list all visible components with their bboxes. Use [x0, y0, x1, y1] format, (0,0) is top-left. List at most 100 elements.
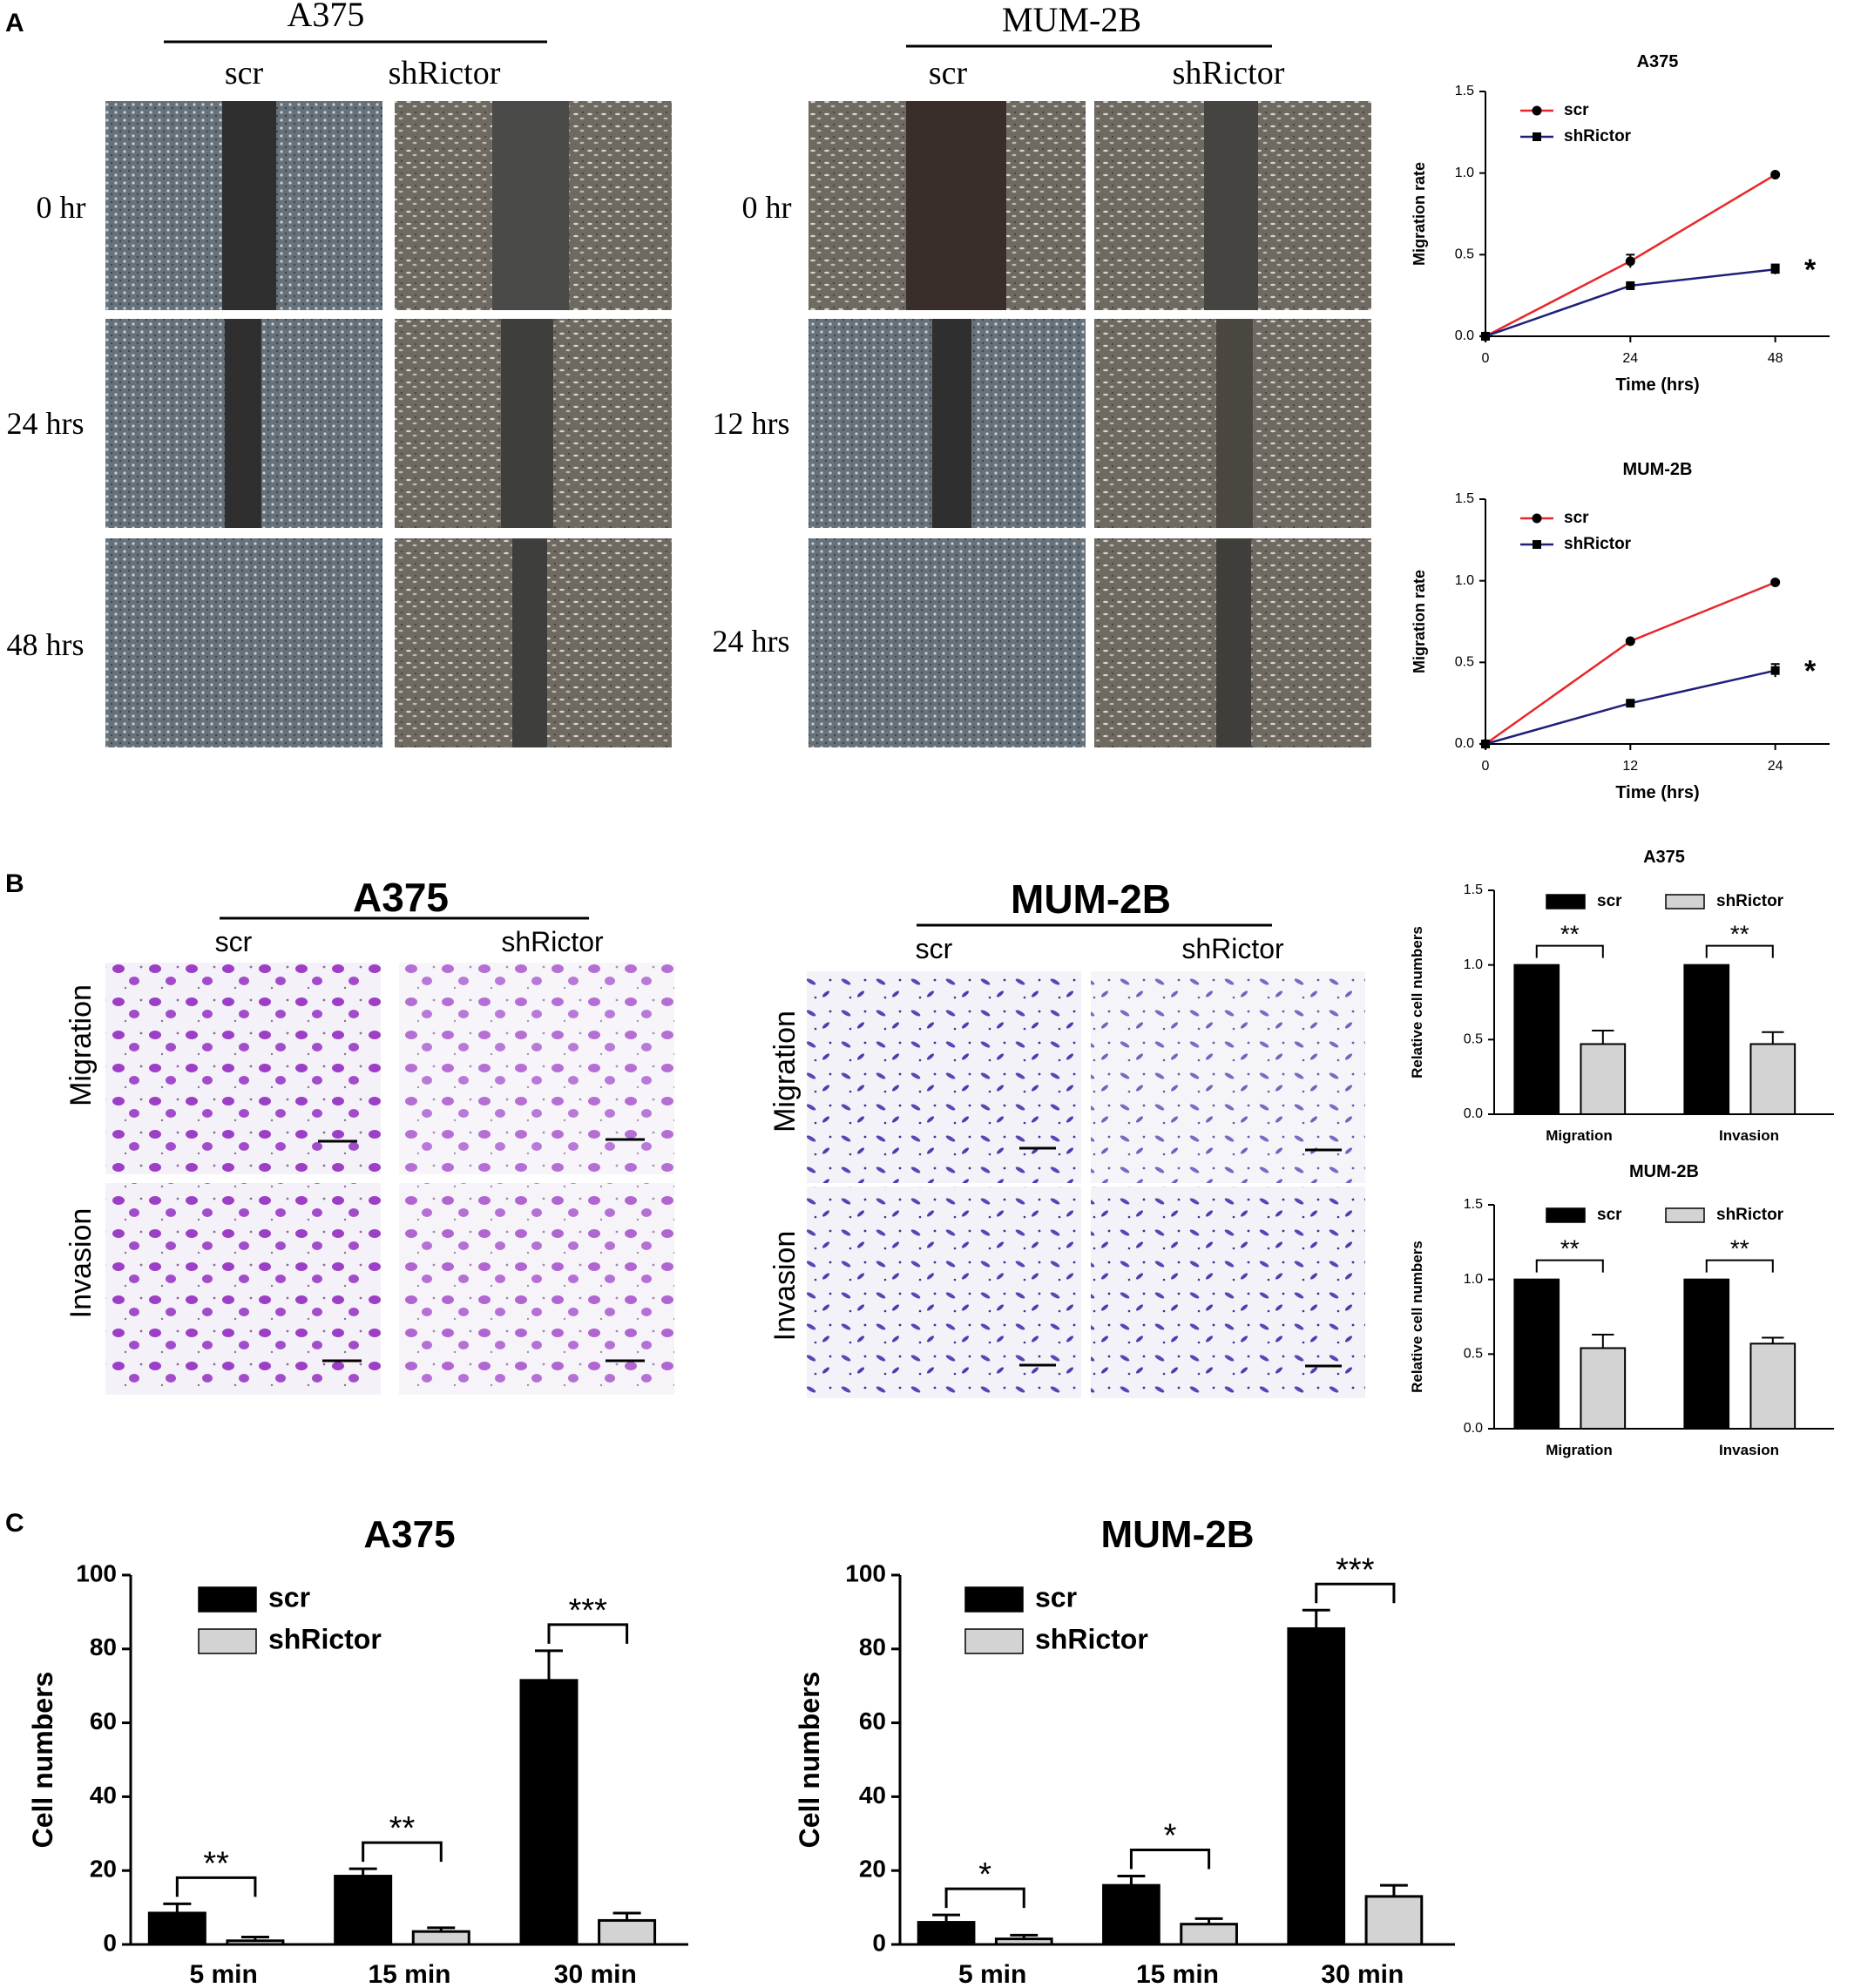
wound-a375-cond-scr: scr [225, 55, 264, 91]
transwell-mum2b-group: MUM-2B scr shRictor Migration Invasion [768, 876, 1365, 1398]
wound-a375-cond-shrictor: shRictor [389, 55, 501, 91]
legend-label-scr: scr [1597, 892, 1622, 910]
bar-shRictor-2 [598, 1918, 657, 1946]
legend-label-shRictor: shRictor [1716, 1206, 1784, 1224]
y-axis-label: Relative cell numbers [1409, 926, 1425, 1079]
significance-stars: ** [1730, 1235, 1749, 1262]
legend-label-scr: scr [1597, 1206, 1622, 1224]
legend-swatch-scr [198, 1586, 257, 1613]
chart-title: MUM-2B [1629, 1162, 1699, 1181]
bar-shRictor-0 [994, 1937, 1053, 1946]
transwell-mum2b-row-invasion: Invasion [768, 1231, 802, 1342]
bar-scr-0 [1513, 964, 1560, 1115]
significance-stars: *** [569, 1592, 608, 1629]
significance-bracket [175, 1876, 257, 1897]
transwell-a375-row-migration: Migration [64, 984, 98, 1106]
significance-bracket [944, 1887, 1025, 1909]
significance-bracket [547, 1623, 629, 1644]
chart-title: MUM-2B [1623, 460, 1693, 479]
y-tick-label: 0 [103, 1929, 117, 1956]
legend-label-scr: scr [1035, 1581, 1077, 1613]
data-point-scr [1770, 170, 1781, 180]
legend-label-shRictor: shRictor [1564, 535, 1632, 553]
significance-stars: * [978, 1856, 991, 1893]
transwell-mum2b-title: MUM-2B [1011, 876, 1171, 922]
wound-mum2b-cond-scr: scr [929, 55, 968, 91]
bar-shRictor-1 [1180, 1923, 1238, 1946]
data-point-scr [1625, 256, 1635, 267]
y-tick-label: 40 [859, 1782, 886, 1809]
transwell-a375-title: A375 [353, 875, 449, 920]
legend-swatch-shRictor [198, 1628, 257, 1654]
wound-mum2b-group: MUM-2B scr shRictor 0 hr 12 hrs 24 hrs [713, 0, 1371, 747]
bar-scr-1 [1683, 1278, 1730, 1430]
chart-a-mum2b: MUM-2B 0.0 0.5 1.0 1.5 Migration rate 0 12 24 Tim… [1411, 460, 1830, 802]
wound-a375-scr-0 [105, 101, 382, 310]
series-line-scr [1485, 581, 1776, 746]
bar-shRictor-2 [1364, 1895, 1424, 1946]
bar-scr-2 [519, 1679, 579, 1946]
wound-mum2b-time-0: 0 hr [742, 190, 792, 225]
transwell-a375-shrictor-migration [399, 963, 674, 1174]
wound-a375-time-2: 48 hrs [7, 627, 85, 662]
wound-mum2b-title: MUM-2B [1002, 0, 1141, 39]
x-category-label: 15 min [1136, 1960, 1219, 1988]
x-category-label: 5 min [958, 1960, 1026, 1988]
chart-b-mum2b: MUM-2B 0.0 0.5 1.0 1.5 Relative cell numbers *… [1409, 1162, 1834, 1458]
y-tick-label: 1.5 [1464, 1197, 1483, 1212]
y-tick-label: 1.0 [1455, 573, 1474, 588]
significance-stars: ** [1560, 921, 1580, 948]
significance-bracket [1705, 1259, 1774, 1273]
wound-mum2b-time-2: 24 hrs [713, 624, 790, 659]
bar-shRictor-1 [1749, 1342, 1796, 1430]
legend-swatch-scr [964, 1586, 1024, 1613]
y-tick-label: 1.0 [1464, 957, 1483, 972]
y-axis-label: Migration rate [1411, 570, 1428, 673]
transwell-a375-row-invasion: Invasion [64, 1208, 98, 1319]
significance-bracket [1315, 1582, 1396, 1604]
panel-b: B A375 scr shRictor Migration Invasion M… [5, 848, 1834, 1458]
legend-marker-shRictor [1533, 540, 1541, 549]
y-tick-label: 1.0 [1455, 166, 1474, 180]
legend-swatch-shRictor [1665, 1207, 1705, 1223]
transwell-a375-cond-scr: scr [215, 926, 253, 957]
chart-a-a375: A375 0.0 0.5 1.0 1.5 Migration rate 0 24 48 Time … [1411, 52, 1830, 395]
significance-bracket [362, 1841, 443, 1863]
x-tick-label: 12 [1622, 759, 1638, 774]
y-tick-label: 0.5 [1464, 1347, 1483, 1362]
significance-bracket [1535, 1259, 1604, 1273]
y-tick-label: 1.5 [1455, 491, 1474, 506]
x-axis-label: Time (hrs) [1615, 783, 1699, 802]
y-tick-label: 0.0 [1464, 1106, 1483, 1121]
x-category-label: 15 min [368, 1960, 450, 1988]
transwell-mum2b-scr-invasion [807, 1187, 1081, 1398]
wound-a375-shrictor-0 [395, 101, 672, 310]
wound-mum2b-shrictor-1 [1094, 319, 1371, 528]
x-category-label: Invasion [1719, 1127, 1779, 1144]
data-point-shRictor [1481, 332, 1490, 341]
series-line-shRictor [1485, 267, 1776, 338]
bar-scr-1 [1683, 964, 1730, 1115]
panel-label-b: B [5, 869, 24, 898]
wound-a375-shrictor-1 [395, 319, 672, 528]
legend-label-scr: scr [1564, 509, 1589, 527]
significance-stars: * [1164, 1818, 1177, 1855]
wound-a375-scr-1 [105, 319, 382, 528]
x-category-label: 5 min [189, 1960, 257, 1988]
wound-a375-shrictor-2 [395, 538, 672, 747]
y-tick-label: 0.0 [1464, 1421, 1483, 1436]
y-tick-label: 60 [90, 1707, 117, 1734]
y-tick-label: 1.5 [1464, 882, 1483, 897]
x-tick-label: 0 [1482, 351, 1490, 366]
legend-label-scr: scr [1564, 101, 1589, 119]
y-tick-label: 0.0 [1455, 328, 1474, 343]
y-tick-label: 100 [76, 1559, 117, 1586]
x-tick-label: 48 [1768, 351, 1783, 366]
legend-label-shRictor: shRictor [1716, 892, 1784, 910]
bar-shRictor-0 [1580, 1347, 1627, 1430]
y-axis-label: Cell numbers [794, 1672, 825, 1849]
data-point-shRictor [1481, 740, 1490, 748]
significance-stars: ** [1560, 1235, 1580, 1262]
